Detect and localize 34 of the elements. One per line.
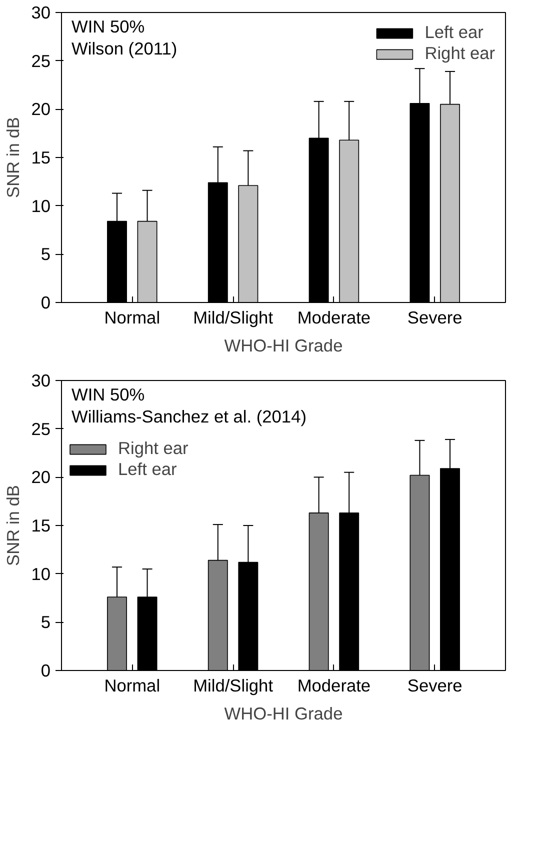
y-tick-label: 10: [31, 564, 51, 584]
x-tick-label: Severe: [407, 676, 462, 696]
x-tick-label: Mild/Slight: [193, 308, 274, 328]
annotation: Williams-Sanchez et al. (2014): [72, 406, 306, 426]
y-tick-label: 0: [40, 660, 51, 680]
legend-label: Right ear: [118, 438, 188, 459]
y-tick-label: 20: [31, 467, 51, 488]
legend-label: Left ear: [118, 459, 177, 480]
annotation: WIN 50%: [72, 16, 145, 36]
y-tick-label: 15: [31, 148, 51, 168]
y-tick-label: 5: [40, 244, 51, 264]
y-tick-label: 30: [31, 370, 51, 390]
y-tick-label: 25: [31, 418, 51, 439]
y-tick-label: 5: [40, 612, 51, 632]
legend-label: Right ear: [424, 43, 495, 64]
y-axis-title: SNR in dB: [3, 485, 24, 566]
y-tick-label: 25: [31, 50, 51, 71]
y-tick-label: 20: [31, 99, 51, 120]
x-tick-label: Severe: [407, 308, 462, 328]
x-axis-title: WHO-HI Grade: [224, 336, 343, 356]
annotation: Wilson (2011): [72, 38, 178, 58]
x-tick-label: Moderate: [297, 308, 371, 328]
y-axis-title: SNR in dB: [3, 117, 24, 198]
annotation: WIN 50%: [72, 384, 145, 404]
x-tick-label: Normal: [104, 676, 160, 696]
y-tick-label: 10: [31, 196, 51, 216]
legend-label: Left ear: [424, 22, 484, 43]
y-tick-label: 0: [40, 292, 51, 312]
x-tick-label: Moderate: [297, 676, 371, 696]
x-tick-label: Normal: [104, 308, 160, 328]
y-tick-label: 15: [31, 516, 51, 536]
y-tick-label: 30: [31, 2, 51, 22]
x-axis-title: WHO-HI Grade: [224, 704, 343, 724]
x-tick-label: Mild/Slight: [193, 676, 274, 696]
